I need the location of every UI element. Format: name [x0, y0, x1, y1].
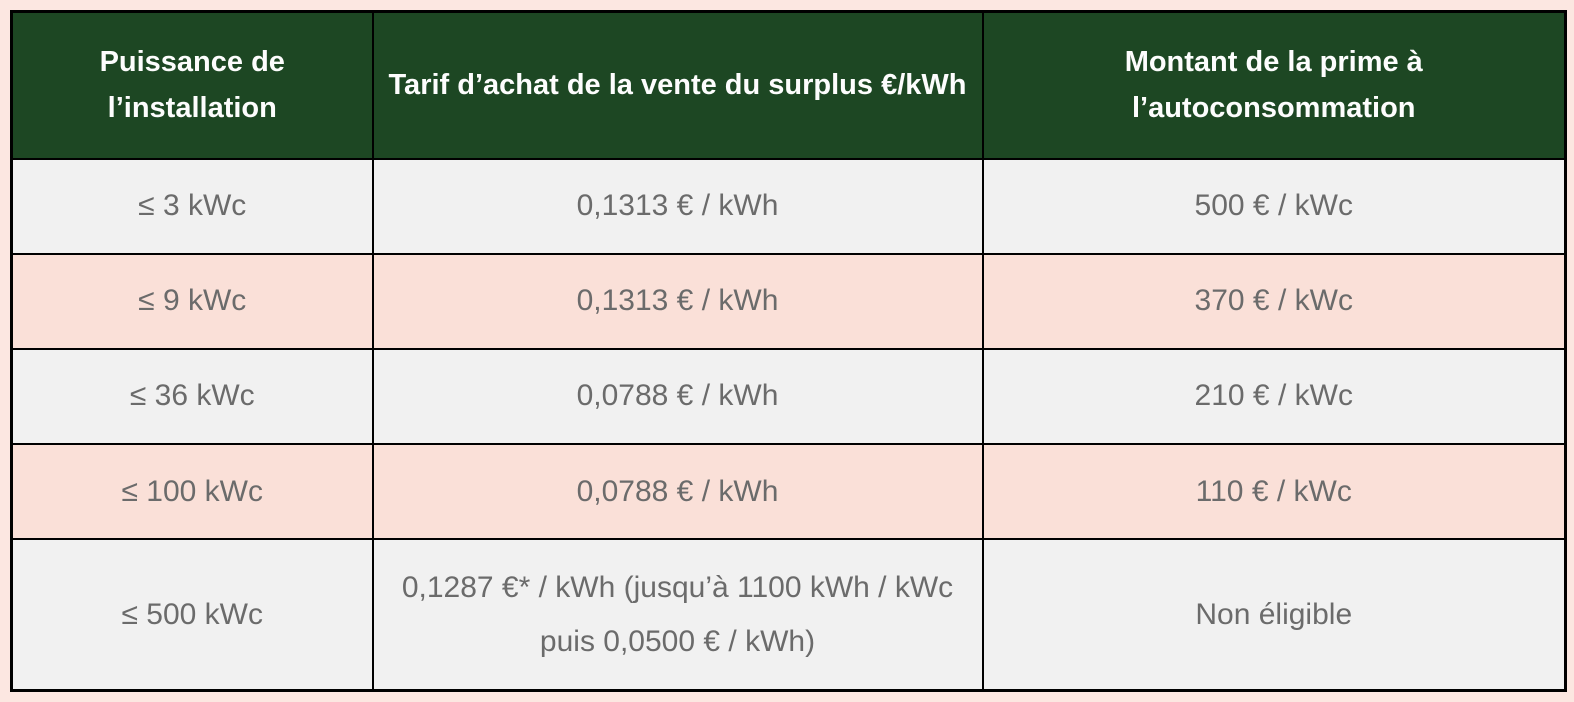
table-cell-puissance: ≤ 500 kWc — [10, 538, 374, 692]
header-row: Puissance de l’installation Tarif d’achat… — [10, 10, 1567, 160]
table-cell-puissance: ≤ 36 kWc — [10, 347, 374, 446]
table-row: ≤ 100 kWc 0,0788 € / kWh 110 € / kWc — [10, 443, 1567, 541]
table-cell-prime: 370 € / kWc — [981, 252, 1567, 350]
table-body: ≤ 3 kWc 0,1313 € / kWh 500 € / kWc ≤ 9 kWc 0… — [10, 157, 1567, 692]
table-cell-tarif: 0,0788 € / kWh — [371, 443, 984, 541]
table-row: ≤ 36 kWc 0,0788 € / kWh 210 € / kWc — [10, 347, 1567, 446]
table-row: ≤ 500 kWc 0,1287 €* / kWh (jusqu’à 1100 k… — [10, 538, 1567, 692]
table-cell-tarif: 0,1313 € / kWh — [371, 157, 984, 255]
column-header-puissance: Puissance de l’installation — [10, 10, 374, 160]
table-cell-tarif: 0,1287 €* / kWh (jusqu’à 1100 kWh / kWc … — [371, 538, 984, 692]
table-cell-prime: 500 € / kWc — [981, 157, 1567, 255]
column-header-prime: Montant de la prime à l’autoconsommation — [981, 10, 1567, 160]
table-cell-tarif: 0,0788 € / kWh — [371, 347, 984, 446]
table-cell-prime: Non éligible — [981, 538, 1567, 692]
table-cell-puissance: ≤ 3 kWc — [10, 157, 374, 255]
table-row: ≤ 3 kWc 0,1313 € / kWh 500 € / kWc — [10, 157, 1567, 255]
table-row: ≤ 9 kWc 0,1313 € / kWh 370 € / kWc — [10, 252, 1567, 350]
table-cell-prime: 210 € / kWc — [981, 347, 1567, 446]
table-header: Puissance de l’installation Tarif d’achat… — [10, 10, 1567, 160]
table-cell-puissance: ≤ 100 kWc — [10, 443, 374, 541]
table-cell-puissance: ≤ 9 kWc — [10, 252, 374, 350]
column-header-tarif: Tarif d’achat de la vente du surplus €/k… — [371, 10, 984, 160]
table-cell-tarif: 0,1313 € / kWh — [371, 252, 984, 350]
solar-tariff-table: Puissance de l’installation Tarif d’achat… — [10, 10, 1567, 692]
table-cell-prime: 110 € / kWc — [981, 443, 1567, 541]
